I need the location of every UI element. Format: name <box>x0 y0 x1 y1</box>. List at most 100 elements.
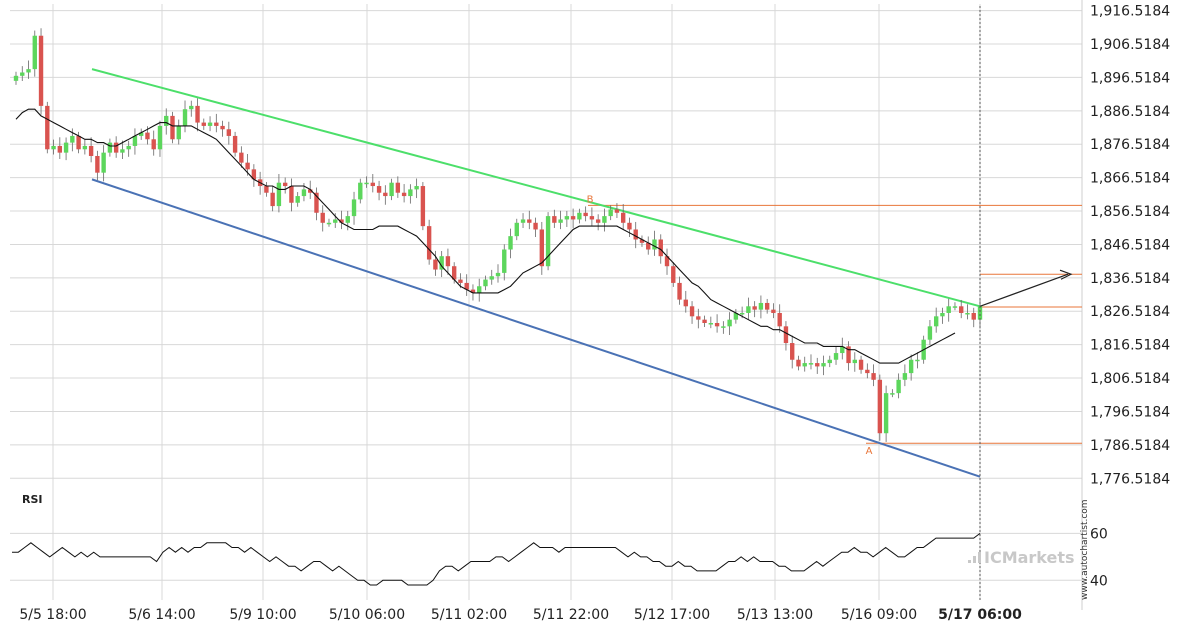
candle-body <box>639 239 645 243</box>
candle-body <box>520 219 526 223</box>
candle-body <box>833 353 839 360</box>
candle-body <box>959 306 964 313</box>
candle-99 <box>633 221 638 249</box>
candle-23 <box>157 120 163 157</box>
candle-94 <box>602 208 607 232</box>
candle-136 <box>865 363 870 379</box>
candle-14 <box>101 145 106 182</box>
candle-body <box>345 216 350 223</box>
rsi-line <box>12 532 981 586</box>
candle-body <box>401 192 407 197</box>
candle-72 <box>464 274 469 296</box>
candle-24 <box>164 108 169 135</box>
candle-65 <box>420 182 426 231</box>
candle-111 <box>708 316 714 329</box>
candle-body <box>189 105 194 110</box>
y-tick-label-7: 1,846.5184 <box>1090 237 1170 253</box>
candle-body <box>132 135 138 146</box>
candle-body <box>226 129 232 136</box>
candle-body <box>295 196 300 203</box>
candle-body <box>201 122 206 126</box>
candle-body <box>896 379 901 394</box>
candle-body <box>940 312 945 317</box>
candle-body <box>852 359 857 364</box>
candle-body <box>220 125 225 130</box>
candle-115 <box>733 308 739 324</box>
horizontal-levels <box>588 204 1082 444</box>
rsi-panel-title: RSI <box>22 493 43 506</box>
y-tick-label-4: 1,876.5184 <box>1090 137 1170 153</box>
candle-body <box>664 256 670 267</box>
candle-body <box>276 182 282 207</box>
candle-body <box>883 393 889 434</box>
candle-121 <box>771 303 776 319</box>
candle-body <box>439 256 444 270</box>
candle-5 <box>45 101 50 154</box>
candle-body <box>182 109 188 126</box>
candle-body <box>101 152 106 173</box>
candle-143 <box>908 354 914 381</box>
candle-body <box>395 182 401 193</box>
candle-body <box>477 286 482 293</box>
candle-body <box>408 189 413 197</box>
candle-33 <box>220 120 225 137</box>
candle-38 <box>251 164 257 187</box>
candle-body <box>652 239 657 250</box>
candle-body <box>677 282 682 300</box>
candle-40 <box>264 182 269 197</box>
y-tick-label-6: 1,856.5184 <box>1090 204 1170 220</box>
candle-body <box>821 363 826 367</box>
projection-line <box>979 273 1069 307</box>
candle-body <box>602 216 607 223</box>
candle-110 <box>702 315 707 328</box>
candle-20 <box>139 128 144 140</box>
candle-body <box>145 132 150 140</box>
rsi-grid <box>10 532 1082 581</box>
candle-76 <box>489 269 494 285</box>
candle-8 <box>63 137 69 161</box>
candle-48 <box>314 187 319 221</box>
candle-148 <box>940 307 945 324</box>
candle-150 <box>952 302 958 311</box>
autochartist-site-text: www.autochartist.com <box>1080 499 1090 600</box>
candle-17 <box>120 140 125 159</box>
candle-body <box>721 326 726 328</box>
candle-body <box>627 222 632 230</box>
x-tick-label-2: 5/9 10:00 <box>229 607 296 623</box>
candle-body <box>420 186 426 227</box>
x-tick-label-8: 5/16 09:00 <box>841 607 917 623</box>
candle-77 <box>495 264 501 283</box>
candle-body <box>708 322 714 325</box>
candle-113 <box>721 321 726 334</box>
candle-92 <box>589 207 595 226</box>
candle-body <box>733 312 739 320</box>
candle-body <box>63 142 69 153</box>
candle-body <box>545 216 551 267</box>
candle-118 <box>752 301 757 318</box>
candle-body <box>502 249 507 273</box>
candle-49 <box>320 205 325 232</box>
candle-102 <box>652 230 657 256</box>
x-tick-label-4: 5/11 02:00 <box>431 607 507 623</box>
candle-67 <box>433 250 438 276</box>
rsi-tick-label-0: 60 <box>1090 526 1108 542</box>
candle-body <box>589 216 595 220</box>
candle-body <box>51 145 56 150</box>
y-tick-label-2: 1,896.5184 <box>1090 70 1170 86</box>
y-tick-label-9: 1,826.5184 <box>1090 304 1170 320</box>
candle-body <box>95 155 100 173</box>
pattern-point-labels: AB <box>587 194 873 457</box>
candle-119 <box>758 295 764 319</box>
candle-body <box>351 199 357 217</box>
candle-135 <box>858 355 864 374</box>
candle-body <box>289 186 294 203</box>
candle-108 <box>689 301 695 324</box>
candle-82 <box>527 210 532 230</box>
candle-body <box>783 326 789 344</box>
candle-55 <box>358 178 363 204</box>
candle-body <box>570 216 576 220</box>
candle-130 <box>827 355 832 368</box>
candle-64 <box>414 178 419 199</box>
candle-142 <box>902 364 908 387</box>
candle-139 <box>883 385 889 442</box>
